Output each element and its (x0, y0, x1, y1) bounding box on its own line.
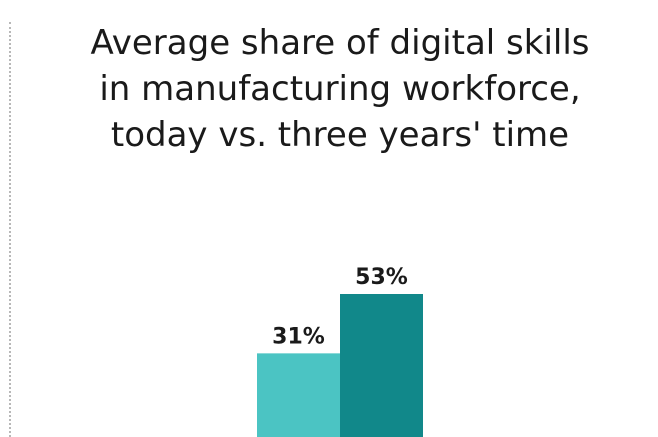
data-label-0: 31% (272, 324, 325, 349)
bar-1 (340, 294, 423, 437)
chart-title: Average share of digital skills in manuf… (90, 23, 590, 155)
bar-0 (257, 353, 340, 437)
dotted-divider (9, 22, 11, 437)
data-label-1: 53% (355, 265, 408, 290)
